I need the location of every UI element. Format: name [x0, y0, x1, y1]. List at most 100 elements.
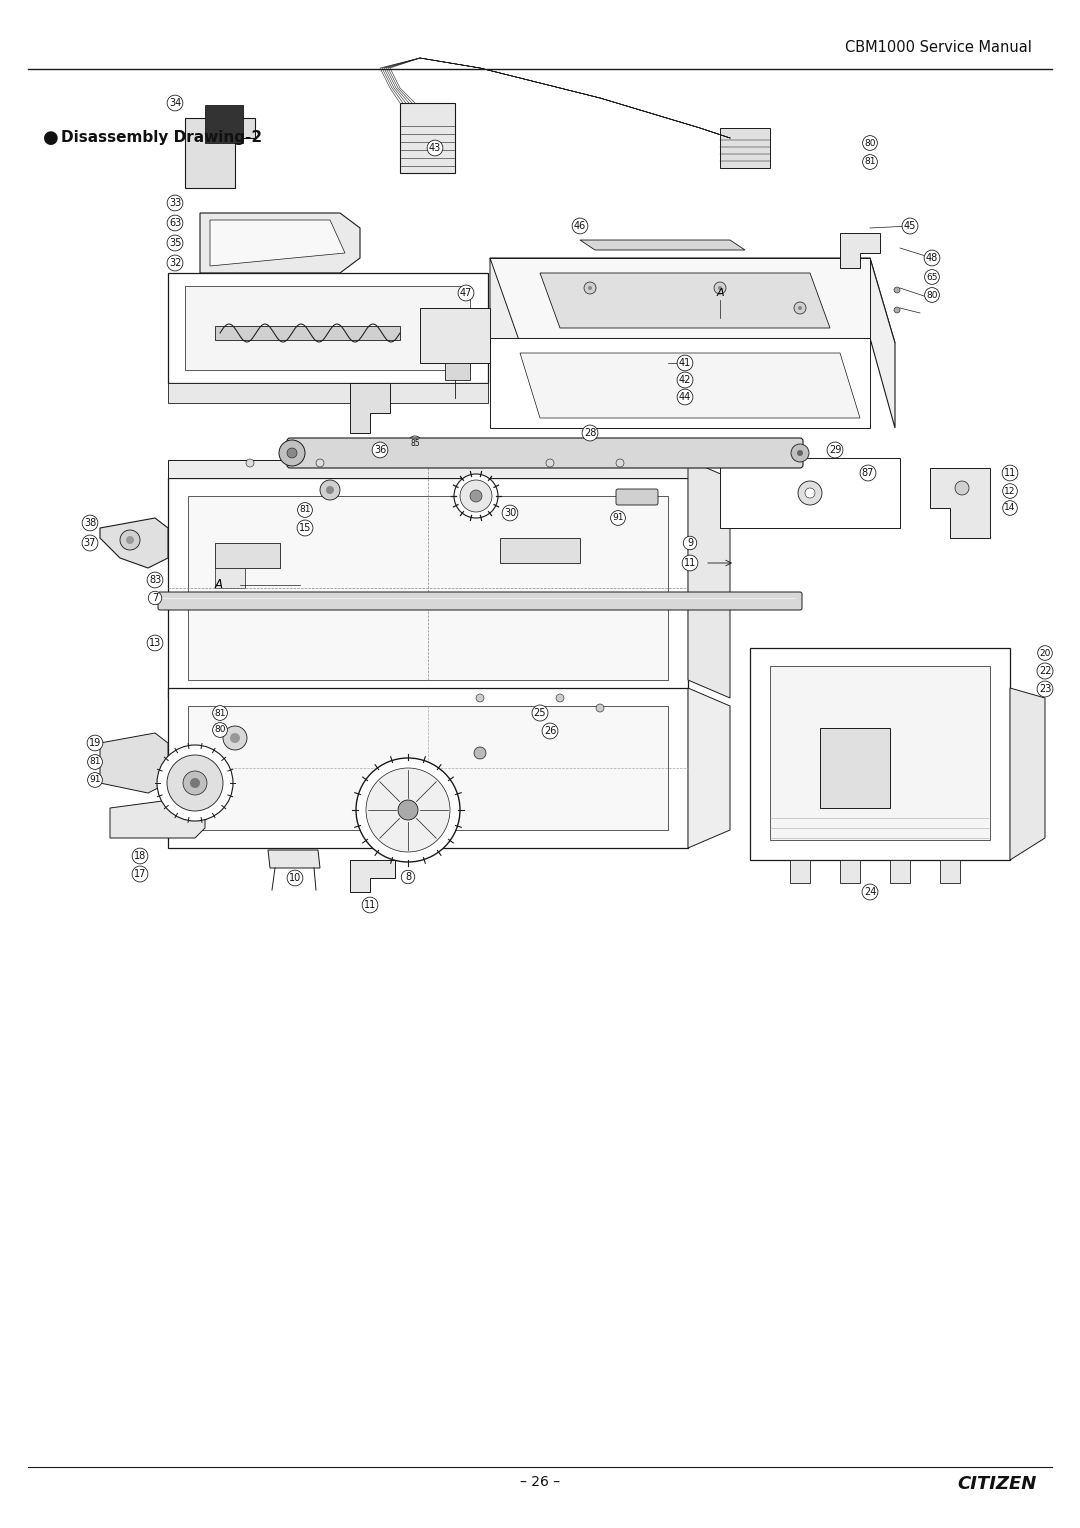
Circle shape: [798, 306, 802, 310]
Text: 91: 91: [90, 776, 100, 784]
Text: 65: 65: [927, 272, 937, 281]
Circle shape: [183, 772, 207, 795]
Circle shape: [287, 448, 297, 458]
Polygon shape: [100, 733, 168, 793]
Circle shape: [454, 474, 498, 518]
Text: 11: 11: [1004, 468, 1016, 478]
Circle shape: [805, 487, 815, 498]
Text: 81: 81: [90, 758, 100, 767]
Polygon shape: [490, 338, 870, 428]
Circle shape: [326, 486, 334, 494]
Circle shape: [794, 303, 806, 313]
Text: 11: 11: [364, 900, 376, 911]
Polygon shape: [540, 274, 831, 329]
Text: 30: 30: [504, 507, 516, 518]
Text: CBM1000 Service Manual: CBM1000 Service Manual: [845, 40, 1031, 55]
Text: A: A: [215, 579, 222, 591]
Polygon shape: [930, 468, 990, 538]
Text: 28: 28: [584, 428, 596, 439]
Circle shape: [955, 481, 969, 495]
Polygon shape: [750, 648, 1010, 860]
Bar: [215, 325, 400, 341]
Polygon shape: [168, 478, 688, 698]
Text: 80: 80: [864, 139, 876, 148]
Text: ●: ●: [43, 128, 59, 147]
Polygon shape: [688, 460, 730, 698]
Bar: [789, 860, 810, 883]
Text: 47: 47: [460, 287, 472, 298]
Polygon shape: [350, 384, 390, 432]
Circle shape: [279, 440, 305, 466]
Text: 11: 11: [684, 558, 697, 568]
Text: 32: 32: [168, 258, 181, 267]
Bar: [400, 102, 455, 173]
Bar: [940, 860, 960, 883]
Polygon shape: [188, 706, 669, 830]
Circle shape: [556, 694, 564, 701]
Bar: [890, 860, 910, 883]
Bar: [720, 128, 770, 168]
Text: 33: 33: [168, 199, 181, 208]
Text: 91: 91: [612, 513, 624, 523]
FancyBboxPatch shape: [616, 489, 658, 504]
Circle shape: [399, 801, 418, 821]
Text: 34: 34: [168, 98, 181, 108]
Circle shape: [791, 445, 809, 461]
Text: 46: 46: [573, 222, 586, 231]
Text: 81: 81: [214, 709, 226, 718]
Text: 63: 63: [168, 219, 181, 228]
Text: 85: 85: [410, 439, 420, 448]
Circle shape: [167, 755, 222, 811]
Polygon shape: [350, 860, 395, 892]
Polygon shape: [420, 309, 490, 364]
Text: 80: 80: [927, 290, 937, 299]
Text: 19: 19: [89, 738, 102, 749]
Polygon shape: [210, 220, 345, 266]
Text: 83: 83: [149, 575, 161, 585]
Text: 18: 18: [134, 851, 146, 860]
Circle shape: [894, 287, 900, 293]
Polygon shape: [185, 286, 470, 370]
Text: CITIZEN: CITIZEN: [958, 1475, 1037, 1493]
Text: 24: 24: [864, 886, 876, 897]
Text: 48: 48: [926, 254, 939, 263]
Circle shape: [230, 733, 240, 743]
Polygon shape: [168, 688, 688, 848]
Circle shape: [474, 747, 486, 759]
Circle shape: [120, 530, 140, 550]
Text: 36: 36: [374, 445, 387, 455]
Circle shape: [246, 458, 254, 468]
Text: 43: 43: [429, 144, 441, 153]
Polygon shape: [215, 568, 245, 588]
Circle shape: [320, 480, 340, 500]
Circle shape: [366, 769, 450, 853]
Circle shape: [356, 758, 460, 862]
Polygon shape: [168, 384, 488, 403]
Polygon shape: [580, 240, 745, 251]
Text: 13: 13: [149, 639, 161, 648]
Circle shape: [584, 283, 596, 293]
Polygon shape: [110, 798, 205, 837]
Text: 23: 23: [1039, 685, 1051, 694]
Polygon shape: [168, 460, 688, 478]
FancyBboxPatch shape: [158, 591, 802, 610]
Text: 15: 15: [299, 523, 311, 533]
Text: 25: 25: [534, 707, 546, 718]
Circle shape: [316, 458, 324, 468]
Bar: [840, 860, 860, 883]
Polygon shape: [188, 497, 669, 680]
Polygon shape: [445, 364, 470, 380]
Text: 10: 10: [288, 872, 301, 883]
Text: – 26 –: – 26 –: [519, 1475, 561, 1488]
Text: 8: 8: [405, 872, 411, 882]
Text: 42: 42: [679, 374, 691, 385]
Circle shape: [596, 704, 604, 712]
Text: 81: 81: [864, 157, 876, 167]
Polygon shape: [490, 258, 870, 338]
Text: A: A: [716, 287, 724, 298]
Polygon shape: [185, 118, 255, 188]
Text: 12: 12: [1004, 486, 1015, 495]
Circle shape: [408, 435, 422, 451]
Text: 41: 41: [679, 358, 691, 368]
Circle shape: [798, 481, 822, 504]
